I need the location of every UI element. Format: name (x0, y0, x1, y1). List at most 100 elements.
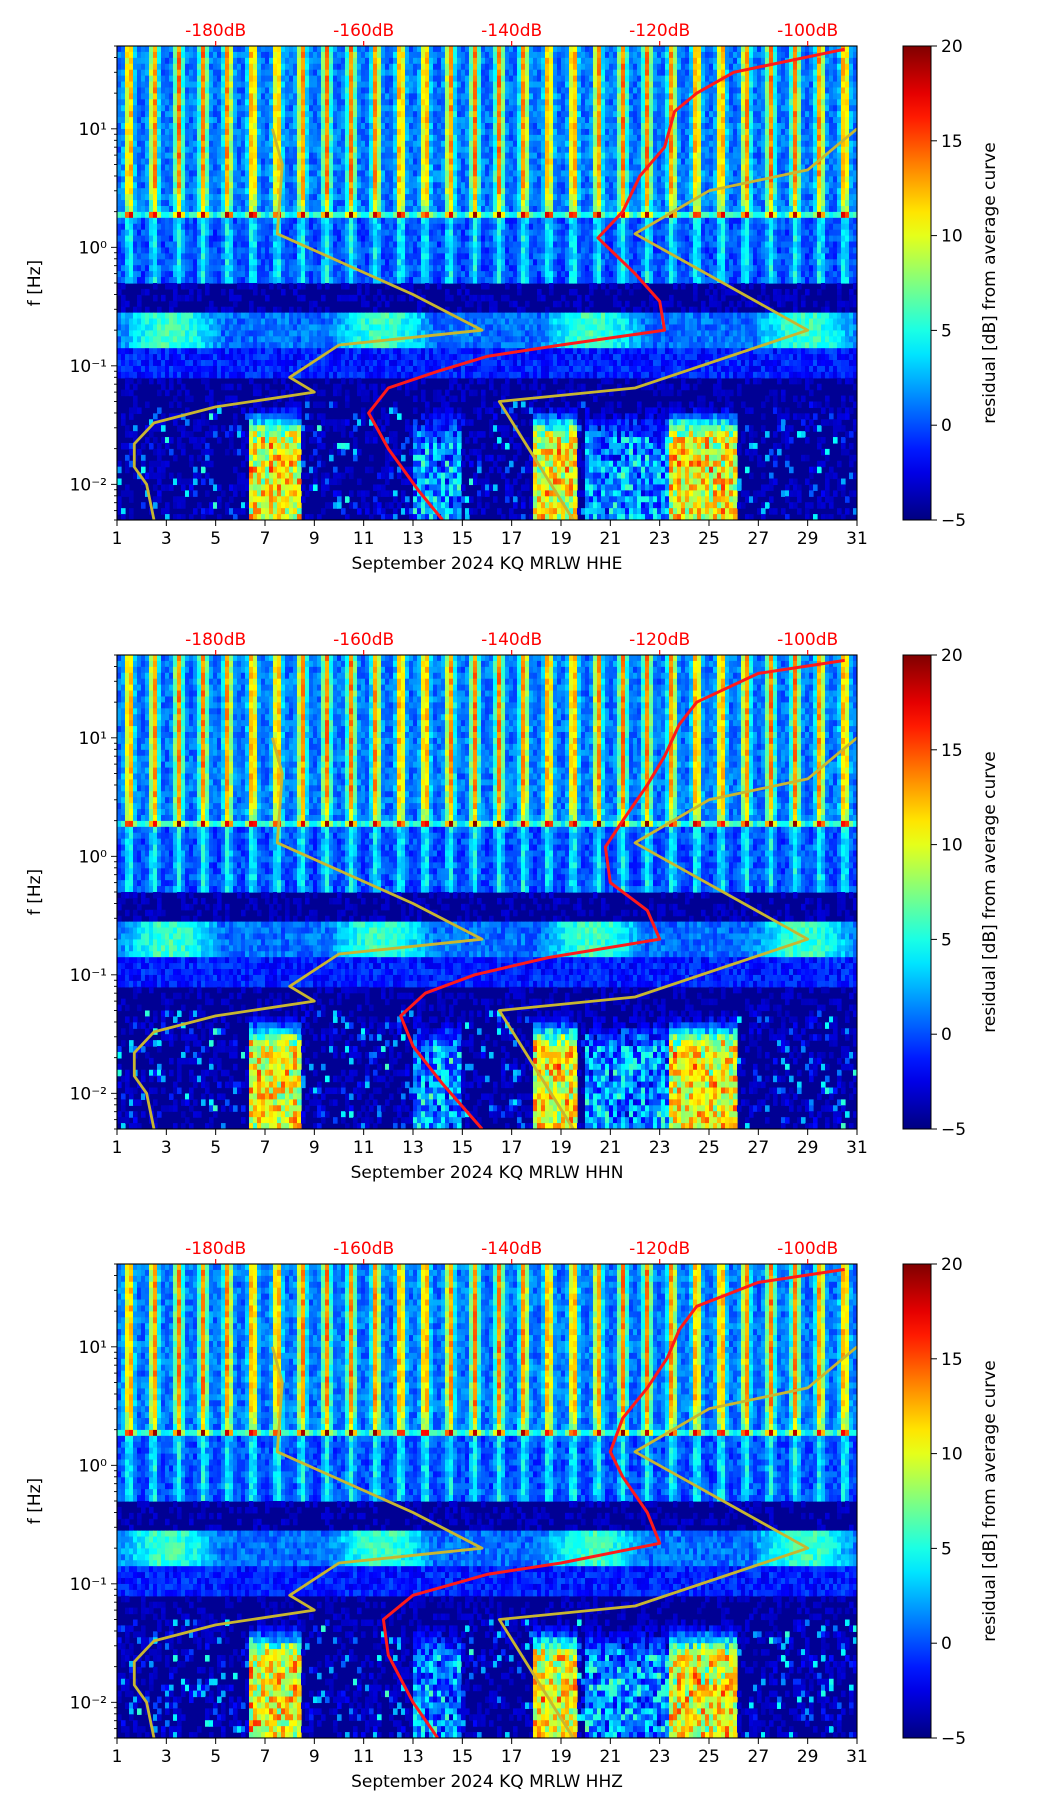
heatmap-cell (253, 277, 258, 284)
heatmap-cell (405, 496, 410, 503)
heatmap-cell (293, 99, 298, 106)
heatmap-cell (157, 454, 162, 462)
heatmap-cell (381, 365, 386, 373)
heatmap-cell (265, 69, 270, 77)
heatmap-cell (425, 271, 430, 278)
heatmap-cell (249, 330, 254, 337)
heatmap-cell (301, 105, 306, 112)
heatmap-cell (217, 324, 222, 331)
heatmap-cell (329, 123, 334, 130)
heatmap-cell (333, 419, 338, 426)
heatmap-cell (369, 105, 374, 112)
heatmap-cell (153, 117, 158, 124)
heatmap-cell (297, 247, 302, 254)
heatmap-cell (257, 342, 262, 349)
heatmap-cell (245, 360, 250, 367)
heatmap-cell (137, 123, 142, 130)
heatmap-cell (125, 371, 130, 379)
heatmap-cell (261, 342, 266, 349)
heatmap-cell (233, 342, 238, 349)
heatmap-cell (313, 383, 318, 391)
heatmap-cell (373, 211, 378, 219)
heatmap-cell (129, 87, 134, 94)
heatmap-cell (401, 217, 406, 225)
heatmap-cell (269, 123, 274, 130)
heatmap-cell (257, 413, 262, 420)
heatmap-cell (189, 484, 194, 491)
heatmap-cell (185, 194, 190, 201)
heatmap-cell (269, 360, 274, 367)
heatmap-cell (121, 508, 126, 515)
heatmap-cell (177, 365, 182, 373)
heatmap-cell (185, 158, 190, 166)
heatmap-cell (125, 99, 130, 106)
heatmap-cell (205, 383, 210, 391)
heatmap-cell (165, 93, 170, 100)
heatmap-cell (261, 514, 266, 520)
heatmap-cell (137, 253, 142, 260)
heatmap-cell (425, 437, 430, 444)
heatmap-cell (157, 117, 162, 124)
heatmap-cell (381, 182, 386, 189)
heatmap-cell (229, 336, 234, 343)
heatmap-cell (117, 466, 122, 474)
heatmap-cell (269, 182, 274, 189)
heatmap-cell (393, 324, 398, 331)
heatmap-cell (117, 194, 122, 201)
heatmap-cell (365, 134, 370, 142)
heatmap-cell (129, 146, 134, 154)
heatmap-cell (349, 188, 354, 195)
heatmap-cell (341, 87, 346, 94)
heatmap-cell (341, 365, 346, 373)
heatmap-cell (361, 176, 366, 183)
heatmap-cell (381, 105, 386, 112)
heatmap-cell (229, 117, 234, 124)
heatmap-cell (273, 265, 278, 272)
heatmap-cell (209, 389, 214, 397)
heatmap-cell (425, 401, 430, 409)
heatmap-cell (137, 354, 142, 361)
heatmap-cell (337, 75, 342, 83)
heatmap-cell (417, 223, 422, 231)
heatmap-cell (289, 460, 294, 468)
heatmap-cell (285, 466, 290, 474)
heatmap-cell (277, 51, 282, 59)
heatmap-cell (265, 442, 270, 450)
heatmap-cell (421, 336, 426, 343)
heatmap-cell (325, 377, 330, 385)
heatmap-cell (121, 442, 126, 450)
heatmap-cell (305, 342, 310, 349)
heatmap-cell (197, 437, 202, 444)
heatmap-cell (301, 200, 306, 207)
heatmap-cell (325, 152, 330, 160)
heatmap-cell (369, 348, 374, 355)
heatmap-cell (381, 111, 386, 118)
heatmap-cell (429, 99, 434, 106)
heatmap-cell (361, 300, 366, 308)
heatmap-cell (253, 176, 258, 183)
heatmap-cell (193, 75, 198, 83)
heatmap-cell (417, 211, 422, 219)
heatmap-cell (157, 211, 162, 219)
heatmap-cell (133, 235, 138, 243)
heatmap-cell (353, 123, 358, 130)
heatmap-cell (305, 324, 310, 331)
heatmap-cell (121, 413, 126, 420)
heatmap-cell (157, 377, 162, 385)
heatmap-cell (249, 51, 254, 59)
heatmap-cell (333, 383, 338, 391)
heatmap-cell (321, 211, 326, 219)
heatmap-cell (365, 75, 370, 83)
heatmap-cell (425, 354, 430, 361)
heatmap-cell (269, 466, 274, 474)
heatmap-cell (153, 140, 158, 148)
heatmap-cell (145, 318, 150, 326)
heatmap-cell (357, 271, 362, 278)
heatmap-cell (261, 508, 266, 515)
heatmap-cell (345, 247, 350, 254)
heatmap-cell (377, 164, 382, 172)
heatmap-cell (121, 318, 126, 326)
heatmap-cell (205, 348, 210, 355)
heatmap-cell (369, 164, 374, 172)
heatmap-cell (369, 146, 374, 154)
